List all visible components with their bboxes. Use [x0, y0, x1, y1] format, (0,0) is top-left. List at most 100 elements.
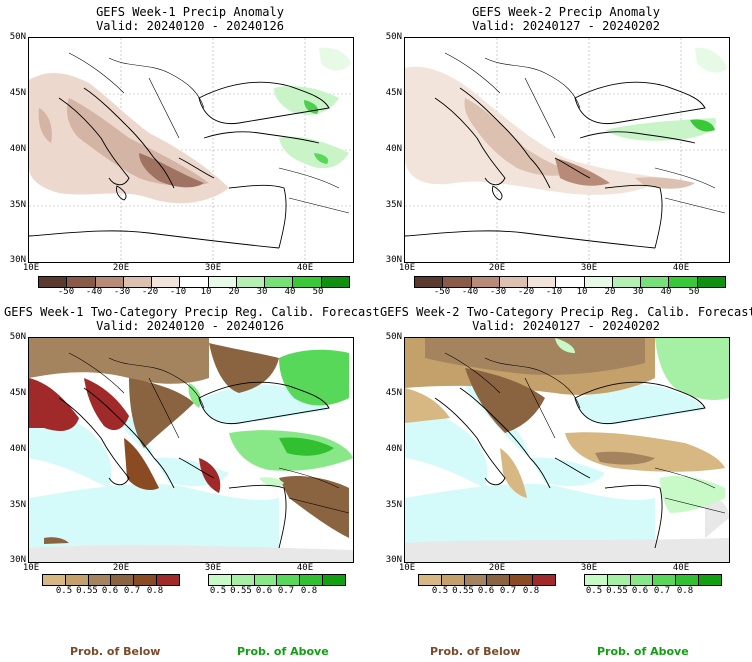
lon-label: 30E: [580, 263, 598, 273]
lon-label: 10E: [398, 263, 416, 273]
sea-area: [530, 457, 605, 486]
colorbar-label: -10: [545, 287, 563, 297]
coastlines: [434, 381, 706, 549]
lat-label: 35N: [9, 200, 26, 210]
sea-area: [29, 412, 112, 488]
colorbar-label: 0.7: [277, 586, 295, 596]
lon-label: 40E: [672, 263, 690, 273]
colorbar-label: 0.5: [55, 586, 73, 596]
colorbar-label: 0.8: [146, 586, 164, 596]
lat-label: 30N: [9, 255, 26, 265]
footer-prob-below: Prob. of Below: [430, 645, 521, 658]
no-data-area: [29, 545, 353, 562]
lat-label: 40N: [385, 144, 402, 154]
colorbar-label: -20: [141, 287, 159, 297]
lat-label: 35N: [385, 200, 402, 210]
colorbar-label: -30: [113, 287, 131, 297]
colorbar-label: 0.6: [631, 586, 649, 596]
borders: [444, 352, 726, 514]
map-week2-probability: [404, 337, 730, 563]
colorbar-label: 20: [228, 287, 240, 297]
colorbar-label: 50: [312, 287, 324, 297]
lon-label: 20E: [488, 563, 506, 573]
lat-label: 30N: [385, 255, 402, 265]
colorbar-label: 0.8: [300, 586, 318, 596]
lat-label: 30N: [385, 555, 402, 565]
footer-prob-below: Prob. of Below: [70, 645, 161, 658]
colorbar-label: 0.8: [676, 586, 694, 596]
panel-week1-anomaly: GEFS Week-1 Precip Anomaly Valid: 202401…: [0, 0, 376, 300]
lon-label: 30E: [580, 563, 598, 573]
above-colorbar: [584, 574, 722, 586]
colorbar-label: -40: [85, 287, 103, 297]
wet-anomaly-shading: [605, 47, 727, 141]
lat-label: 45N: [9, 388, 26, 398]
colorbar-label: 0.7: [499, 586, 517, 596]
colorbar-label: 30: [256, 287, 268, 297]
lat-label: 45N: [385, 388, 402, 398]
coastlines: [58, 381, 330, 549]
lat-label: 50N: [9, 32, 26, 42]
below-colorbar: [42, 574, 180, 586]
lon-label: 40E: [296, 563, 314, 573]
lat-label: 50N: [385, 32, 402, 42]
no-data-area: [705, 497, 729, 538]
lon-label: 10E: [22, 563, 40, 573]
colorbar-label: -10: [169, 287, 187, 297]
panel-week2-anomaly: GEFS Week-2 Precip Anomaly Valid: 202401…: [376, 0, 752, 300]
colorbar-label: -30: [489, 287, 507, 297]
lat-label: 40N: [9, 444, 26, 454]
lat-label: 35N: [385, 500, 402, 510]
dry-anomaly-shading: [29, 72, 229, 204]
colorbar-label: 0.5: [209, 586, 227, 596]
lon-label: 20E: [112, 563, 130, 573]
panel-week2-probability: GEFS Week-2 Two-Category Precip Reg. Cal…: [376, 300, 752, 600]
colorbar-label: 30: [632, 287, 644, 297]
colorbar-label: -50: [433, 287, 451, 297]
lat-label: 50N: [385, 332, 402, 342]
colorbar-label: 0.8: [522, 586, 540, 596]
below-shading: [29, 338, 349, 544]
above-colorbar: [208, 574, 346, 586]
panel-subtitle: Valid: 20240120 - 20240126: [96, 19, 284, 33]
borders: [444, 52, 726, 214]
lon-label: 10E: [398, 563, 416, 573]
colorbar-label: 0.7: [123, 586, 141, 596]
above-shading: [188, 349, 353, 488]
colorbar-label: 0.5: [585, 586, 603, 596]
below-colorbar: [418, 574, 556, 586]
panel-subtitle: Valid: 20240120 - 20240126: [96, 319, 284, 333]
panel-title: GEFS Week-2 Two-Category Precip Reg. Cal…: [380, 305, 752, 319]
colorbar-label: -50: [57, 287, 75, 297]
panel-title: GEFS Week-1 Two-Category Precip Reg. Cal…: [4, 305, 380, 319]
lat-label: 45N: [9, 88, 26, 98]
colorbar-label: 0.5: [431, 586, 449, 596]
lat-label: 30N: [9, 555, 26, 565]
below-shading: [405, 338, 725, 498]
no-data-area: [405, 538, 729, 562]
anomaly-colorbar: [414, 276, 726, 288]
footer-prob-above: Prob. of Above: [597, 645, 689, 658]
colorbar-label: 40: [284, 287, 296, 297]
lon-label: 30E: [204, 563, 222, 573]
lat-label: 35N: [9, 500, 26, 510]
colorbar-label: -20: [517, 287, 535, 297]
colorbar-label: 10: [200, 287, 212, 297]
sea-area: [405, 483, 655, 549]
coastlines: [29, 81, 330, 249]
colorbar-label: 0.6: [255, 586, 273, 596]
colorbar-label: 0.6: [477, 586, 495, 596]
colorbar-label: 40: [660, 287, 672, 297]
footer-prob-above: Prob. of Above: [237, 645, 329, 658]
lat-label: 40N: [385, 444, 402, 454]
panel-title: GEFS Week-1 Precip Anomaly: [96, 5, 284, 19]
sea-area: [575, 384, 705, 425]
lat-label: 50N: [9, 332, 26, 342]
map-week1-anomaly: [28, 37, 354, 263]
anomaly-colorbar: [38, 276, 350, 288]
panel-subtitle: Valid: 20240127 - 20240202: [472, 19, 660, 33]
map-week1-probability: [28, 337, 354, 563]
colorbar-label: 0.55: [452, 586, 474, 596]
colorbar-label: 0.55: [76, 586, 98, 596]
map-week2-anomaly: [404, 37, 730, 263]
